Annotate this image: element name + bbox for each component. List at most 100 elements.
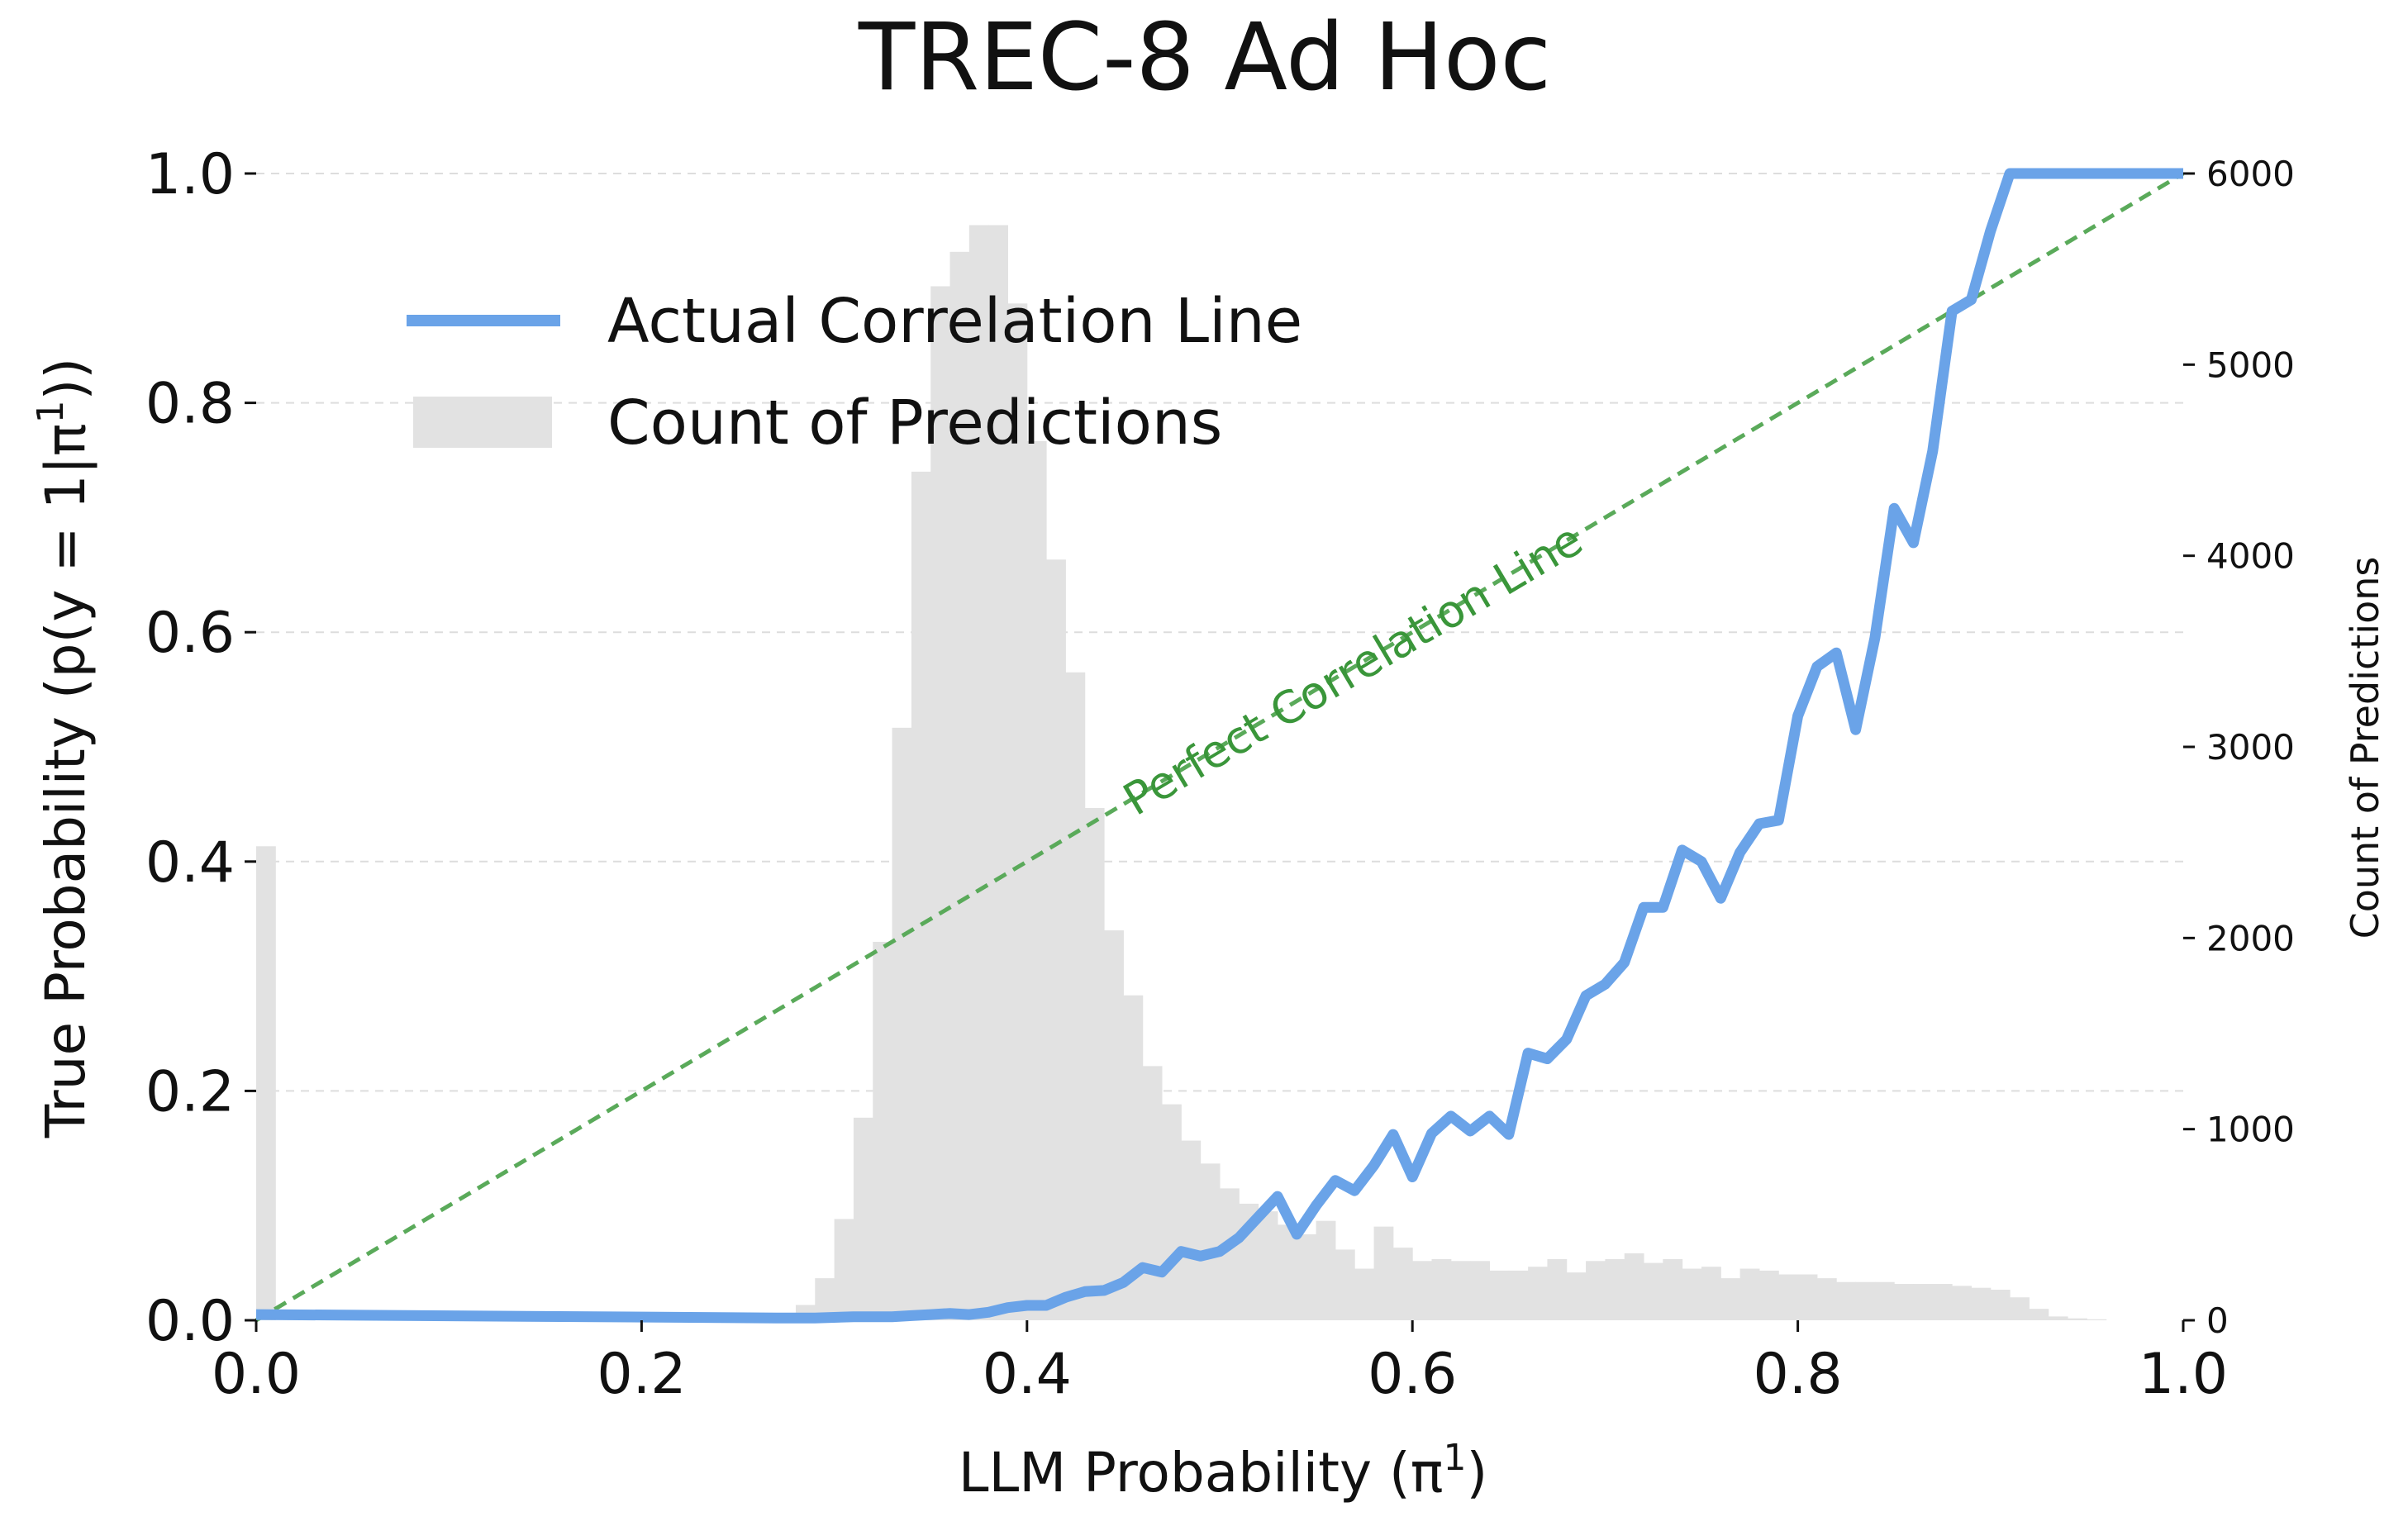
histogram-bar — [1065, 672, 1086, 1320]
chart-title: TREC-8 Ad Hoc — [858, 4, 1551, 112]
histogram-bar — [1913, 1284, 1934, 1320]
histogram-bar — [988, 225, 1008, 1321]
histogram-bar — [1720, 1278, 1741, 1320]
histogram-bar — [1874, 1281, 1895, 1320]
histogram-bar — [1316, 1220, 1336, 1320]
histogram-bar — [1007, 303, 1028, 1321]
histogram-bar — [1200, 1163, 1221, 1320]
legend-histogram-label: Count of Predictions — [607, 387, 1222, 459]
histogram-bar — [2048, 1316, 2068, 1320]
histogram-bar — [1566, 1272, 1587, 1320]
histogram-bar — [1624, 1253, 1644, 1320]
histogram-bar — [1142, 1066, 1163, 1320]
histogram-bar — [1528, 1267, 1548, 1320]
histogram-bar — [1855, 1281, 1876, 1320]
histogram-bar — [1489, 1270, 1510, 1320]
histogram-bar — [815, 1278, 835, 1320]
histogram-bar — [1277, 1224, 1297, 1320]
y2-tick-label: 1000 — [2206, 1110, 2295, 1150]
histogram-bar — [949, 251, 970, 1320]
y-tick-label: 0.2 — [145, 1059, 235, 1124]
histogram-bar — [1739, 1268, 1760, 1320]
histogram-bar — [853, 1117, 873, 1320]
y2-tick-label: 0 — [2206, 1300, 2229, 1341]
x-tick-label: 0.4 — [983, 1342, 1072, 1407]
histogram-bar — [1470, 1261, 1490, 1320]
histogram-bar — [1181, 1140, 1202, 1320]
y2-tick-label: 2000 — [2206, 918, 2295, 958]
y2-axis-label: Count of Predictions — [2343, 557, 2387, 939]
histogram-bar — [1701, 1267, 1721, 1320]
histogram-bar — [1026, 440, 1047, 1320]
histogram-bars — [256, 225, 2107, 1321]
histogram-bar — [892, 727, 912, 1320]
histogram-bar — [1586, 1261, 1606, 1320]
histogram-bar — [1816, 1278, 1837, 1320]
histogram-bar — [1431, 1258, 1452, 1320]
histogram-bar — [1220, 1188, 1240, 1320]
histogram-bar — [1758, 1270, 1779, 1320]
histogram-bar — [1932, 1284, 1953, 1320]
histogram-bar — [1797, 1274, 1818, 1320]
histogram-bar — [1644, 1262, 1663, 1320]
histogram-bar — [834, 1219, 854, 1320]
histogram-bar — [1990, 1289, 2011, 1320]
right-axis: 0 1000 2000 3000 4000 5000 6000 — [2183, 154, 2295, 1341]
histogram-bar — [1894, 1284, 1915, 1320]
histogram-bar — [1104, 930, 1124, 1320]
histogram-bar — [2010, 1297, 2030, 1320]
y2-tick-label: 3000 — [2206, 727, 2295, 768]
histogram-bar — [1297, 1234, 1317, 1320]
histogram-bar — [1084, 808, 1105, 1320]
x-tick-label: 0.0 — [212, 1342, 301, 1407]
histogram-bar — [1450, 1261, 1471, 1320]
y-tick-label: 0.0 — [145, 1289, 235, 1354]
histogram-bar — [1412, 1261, 1433, 1320]
y2-tick-label: 5000 — [2206, 345, 2295, 385]
legend: Actual Correlation Line Count of Predict… — [407, 286, 1302, 459]
y-tick-label: 1.0 — [145, 142, 235, 207]
histogram-bar — [1046, 559, 1066, 1320]
histogram-bar — [1778, 1274, 1799, 1320]
y2-tick-label: 4000 — [2206, 536, 2295, 577]
bottom-axis: 0.0 0.2 0.4 0.6 0.8 1.0 — [212, 1320, 2228, 1407]
histogram-bar — [1952, 1286, 1972, 1320]
actual-correlation-line — [255, 168, 2183, 1324]
histogram-bar — [1162, 1104, 1182, 1320]
x-tick-label: 1.0 — [2139, 1342, 2228, 1407]
legend-actual-label: Actual Correlation Line — [607, 286, 1302, 357]
histogram-bar — [911, 471, 931, 1320]
histogram-bar — [1373, 1226, 1394, 1320]
histogram-bar — [873, 941, 893, 1320]
left-axis: 0.0 0.2 0.4 0.6 0.8 1.0 — [145, 142, 256, 1354]
histogram-bar — [1663, 1258, 1683, 1320]
histogram-bar — [1547, 1258, 1568, 1320]
y-axis-label: True Probability (p(y = 1|π1)) — [30, 358, 98, 1139]
histogram-bar — [1836, 1281, 1857, 1320]
histogram-bar — [1971, 1287, 1992, 1320]
perfect-correlation-line — [255, 171, 2185, 1323]
y-tick-label: 0.6 — [145, 601, 235, 666]
perfect-correlation-annotation: Perfect Correlation Line — [1115, 513, 1592, 825]
histogram-bar — [1682, 1268, 1702, 1320]
histogram-bar — [1392, 1248, 1413, 1320]
histogram-bar — [1123, 995, 1144, 1320]
histogram-bar — [256, 846, 276, 1320]
histogram-bar — [2068, 1318, 2087, 1320]
y-tick-label: 0.8 — [145, 372, 235, 437]
histogram-bar — [1605, 1258, 1625, 1320]
histogram-bar — [930, 286, 951, 1320]
histogram-bar — [1335, 1249, 1355, 1320]
histogram-bar — [1258, 1211, 1278, 1320]
x-axis-label: LLM Probability (π1) — [959, 1437, 1488, 1505]
x-tick-label: 0.2 — [597, 1342, 686, 1407]
histogram-bar — [968, 225, 989, 1321]
histogram-bar — [1354, 1268, 1375, 1320]
x-tick-label: 0.8 — [1754, 1342, 1843, 1407]
histogram-bar — [1508, 1270, 1529, 1320]
histogram-bar — [2087, 1319, 2107, 1320]
histogram-bar — [2029, 1309, 2049, 1320]
y2-tick-label: 6000 — [2206, 154, 2295, 194]
legend-histogram-swatch — [413, 397, 552, 448]
